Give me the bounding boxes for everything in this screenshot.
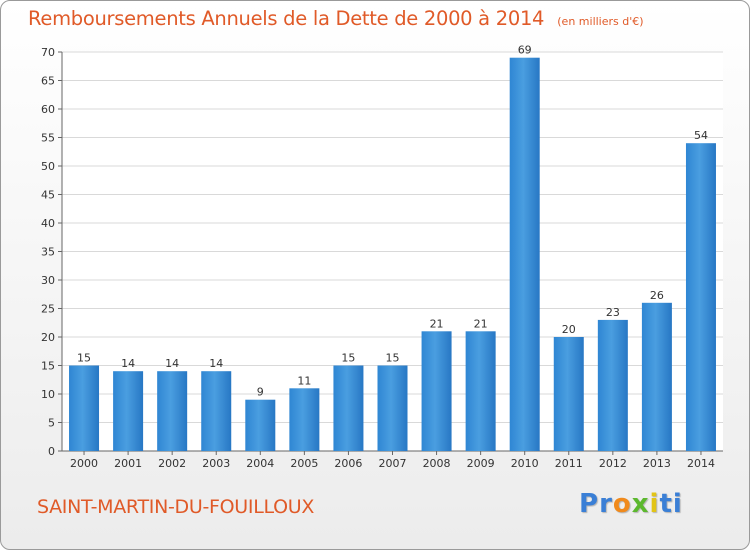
data-label: 69	[518, 44, 532, 57]
logo-letter: r	[599, 489, 613, 519]
x-tick-label: 2008	[423, 457, 451, 470]
y-tick-label: 30	[41, 274, 55, 287]
x-tick-label: 2005	[290, 457, 318, 470]
data-label: 21	[474, 317, 488, 330]
x-tick-label: 2011	[555, 457, 583, 470]
x-tick-label: 2007	[379, 457, 407, 470]
logo-letter: i	[672, 489, 683, 519]
bar	[597, 319, 628, 451]
y-tick-label: 55	[41, 132, 55, 145]
data-label: 15	[341, 352, 355, 365]
chart-title: Remboursements Annuels de la Dette de 20…	[28, 7, 545, 30]
title-row: Remboursements Annuels de la Dette de 20…	[28, 7, 644, 30]
x-tick-label: 2001	[114, 457, 142, 470]
data-label: 9	[257, 386, 264, 399]
bar	[685, 143, 716, 451]
bar	[641, 302, 672, 451]
bar	[377, 365, 408, 451]
data-label: 23	[606, 306, 620, 319]
bar	[553, 337, 584, 451]
bar	[289, 388, 320, 451]
y-tick-label: 35	[41, 246, 55, 259]
commune-name: SAINT-MARTIN-DU-FOUILLOUX	[37, 496, 315, 518]
bar	[201, 371, 232, 451]
bar	[69, 365, 100, 451]
x-tick-label: 2009	[467, 457, 495, 470]
x-tick-label: 2014	[687, 457, 715, 470]
chart-subtitle: (en milliers d'€)	[557, 15, 644, 28]
x-tick-label: 2010	[511, 457, 539, 470]
bar	[333, 365, 364, 451]
x-tick-label: 2004	[246, 457, 274, 470]
logo-letter: i	[649, 489, 660, 519]
logo-letter: t	[659, 489, 673, 519]
data-label: 14	[121, 357, 135, 370]
proxiti-logo: Proxiti	[579, 489, 683, 519]
y-tick-label: 20	[41, 331, 55, 344]
logo-letter: x	[631, 489, 650, 519]
x-tick-label: 2002	[158, 457, 186, 470]
y-tick-label: 70	[41, 46, 55, 59]
y-tick-label: 10	[41, 388, 55, 401]
data-label: 14	[165, 357, 179, 370]
bar	[509, 57, 540, 451]
bar	[245, 399, 276, 451]
data-label: 11	[297, 374, 311, 387]
logo-letter: P	[579, 489, 600, 519]
data-label: 21	[430, 317, 444, 330]
bar	[421, 331, 452, 451]
logo-letter: o	[612, 489, 632, 519]
data-label: 15	[77, 352, 91, 365]
bar	[157, 371, 188, 451]
data-label: 26	[650, 289, 664, 302]
bar	[113, 371, 144, 451]
y-tick-label: 25	[41, 303, 55, 316]
x-tick-label: 2006	[334, 457, 362, 470]
x-tick-label: 2000	[70, 457, 98, 470]
data-label: 20	[562, 323, 576, 336]
y-tick-label: 5	[48, 417, 55, 430]
x-tick-label: 2013	[643, 457, 671, 470]
bar	[465, 331, 496, 451]
data-label: 14	[209, 357, 223, 370]
y-tick-label: 45	[41, 189, 55, 202]
y-tick-label: 65	[41, 75, 55, 88]
y-tick-label: 50	[41, 160, 55, 173]
data-label: 54	[694, 129, 708, 142]
x-tick-label: 2012	[599, 457, 627, 470]
y-tick-label: 0	[48, 445, 55, 458]
x-tick-label: 2003	[202, 457, 230, 470]
y-tick-label: 60	[41, 103, 55, 116]
y-tick-label: 15	[41, 360, 55, 373]
y-tick-label: 40	[41, 217, 55, 230]
data-label: 15	[386, 352, 400, 365]
